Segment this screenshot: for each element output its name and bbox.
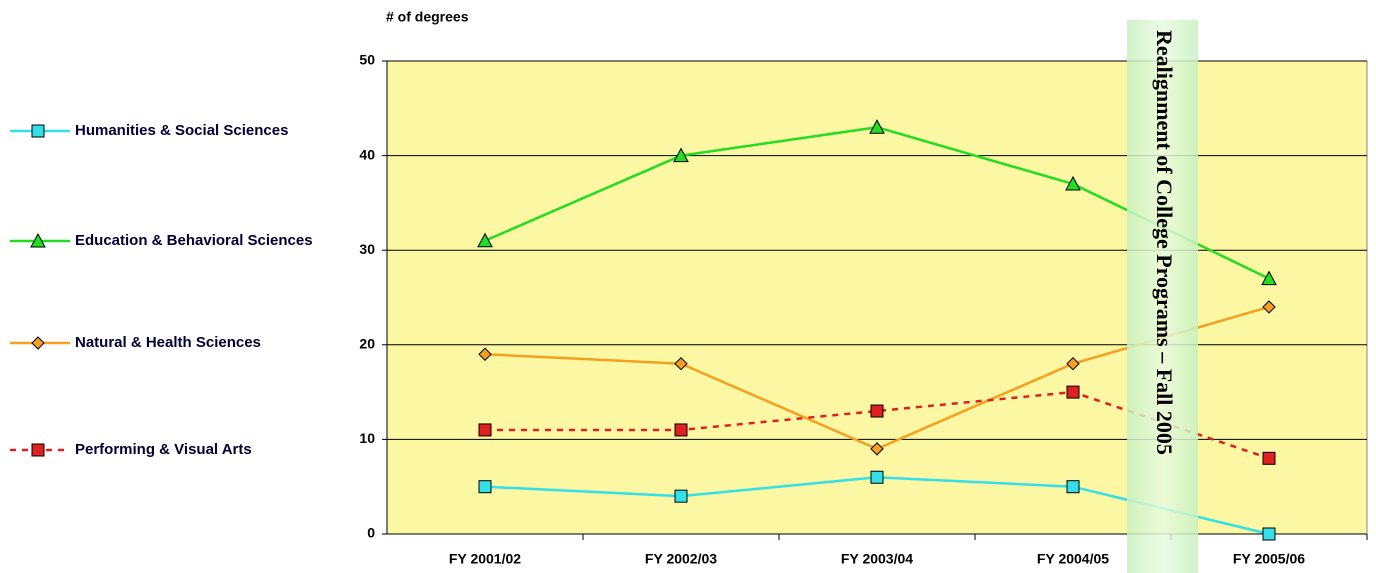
legend-marker (31, 443, 45, 457)
data-point (478, 480, 492, 494)
y-axis-title: # of degrees (386, 9, 469, 25)
legend-marker (31, 124, 45, 138)
legend-label: Natural & Health Sciences (75, 334, 261, 351)
x-tick-label: FY 2005/06 (1233, 551, 1305, 567)
legend-marker (31, 336, 45, 350)
legend-label: Performing & Visual Arts (75, 441, 252, 458)
legend-label: Humanities & Social Sciences (75, 122, 289, 139)
data-point (869, 119, 885, 134)
x-tick-label: FY 2001/02 (449, 551, 521, 567)
y-tick-label: 40 (359, 146, 375, 162)
data-point (673, 147, 689, 163)
data-point (477, 232, 493, 248)
legend-label: Education & Behavioral Sciences (75, 232, 313, 249)
y-tick-label: 10 (359, 430, 375, 446)
data-point (870, 442, 884, 456)
y-tick-label: 20 (359, 336, 375, 352)
legend-marker (30, 232, 46, 248)
y-tick-label: 0 (367, 525, 375, 541)
x-tick-label: FY 2004/05 (1037, 551, 1109, 567)
data-point (478, 347, 492, 361)
y-tick-label: 50 (359, 52, 375, 68)
data-point (1066, 480, 1080, 494)
data-point (674, 489, 688, 503)
y-tick-label: 30 (359, 241, 375, 257)
data-point (1065, 175, 1081, 191)
data-point (1066, 357, 1080, 371)
data-point (674, 423, 688, 437)
data-point (1262, 527, 1276, 541)
data-point (1262, 300, 1276, 314)
data-point (478, 423, 492, 437)
annotation: Realignment of College Programs – Fall 2… (1152, 30, 1177, 455)
x-tick-label: FY 2002/03 (645, 551, 717, 567)
annotation-band (1127, 20, 1198, 573)
data-point (1261, 270, 1277, 286)
data-point (870, 404, 884, 418)
data-point (674, 357, 688, 371)
data-point (1262, 451, 1276, 465)
data-point (870, 470, 884, 484)
data-point (1066, 385, 1080, 399)
x-tick-label: FY 2003/04 (841, 551, 913, 567)
